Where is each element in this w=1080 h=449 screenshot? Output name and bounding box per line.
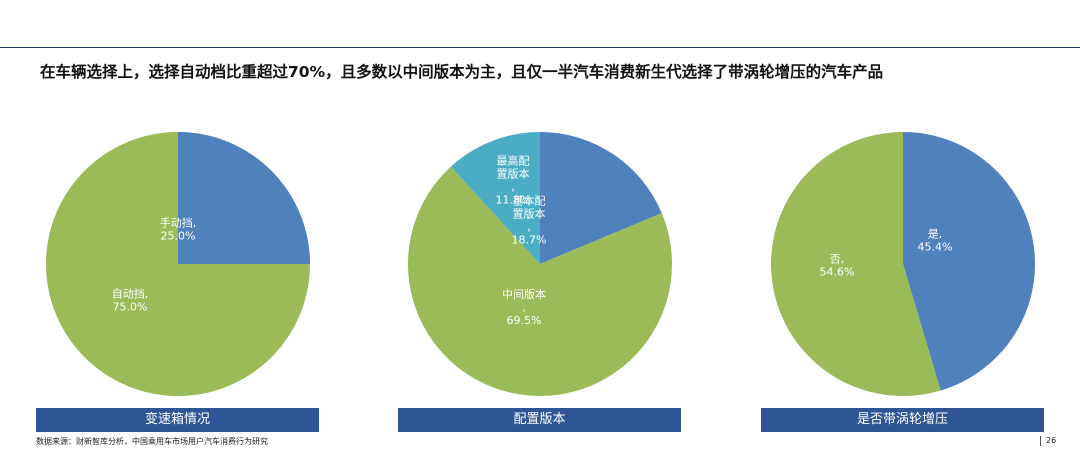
pie-slice-label-transmission-1: 自动挡, 75.0% [112, 287, 149, 314]
data-source-note: 数据来源：财新智库分析，中国乘用车市场用户汽车消费行为研究 [36, 436, 268, 447]
chart-caption-turbo: 是否带涡轮增压 [761, 408, 1044, 432]
chart-caption-configuration: 配置版本 [398, 408, 681, 432]
top-divider [0, 47, 1080, 48]
chart-caption-transmission: 变速箱情况 [36, 408, 319, 432]
pie-slice-label-configuration-2: 最高配置版本, 11.8% [496, 154, 531, 207]
page-number: 26 [1040, 436, 1056, 446]
pie-slice-label-transmission-0: 手动挡, 25.0% [160, 216, 197, 243]
pie-slice-transmission-0 [178, 132, 310, 264]
page-title: 在车辆选择上，选择自动档比重超过70%，且多数以中间版本为主，且仅一半汽车消费新… [40, 60, 1060, 82]
pie-chart-turbo: 是, 45.4%否, 54.6% [770, 131, 1036, 397]
pie-chart-transmission: 手动挡, 25.0% 自动挡, 75.0% [45, 131, 311, 397]
pie-chart-configuration: 基本配置版本, 18.7%中间版本, 69.5%最高配置版本, 11.8% [407, 131, 673, 397]
